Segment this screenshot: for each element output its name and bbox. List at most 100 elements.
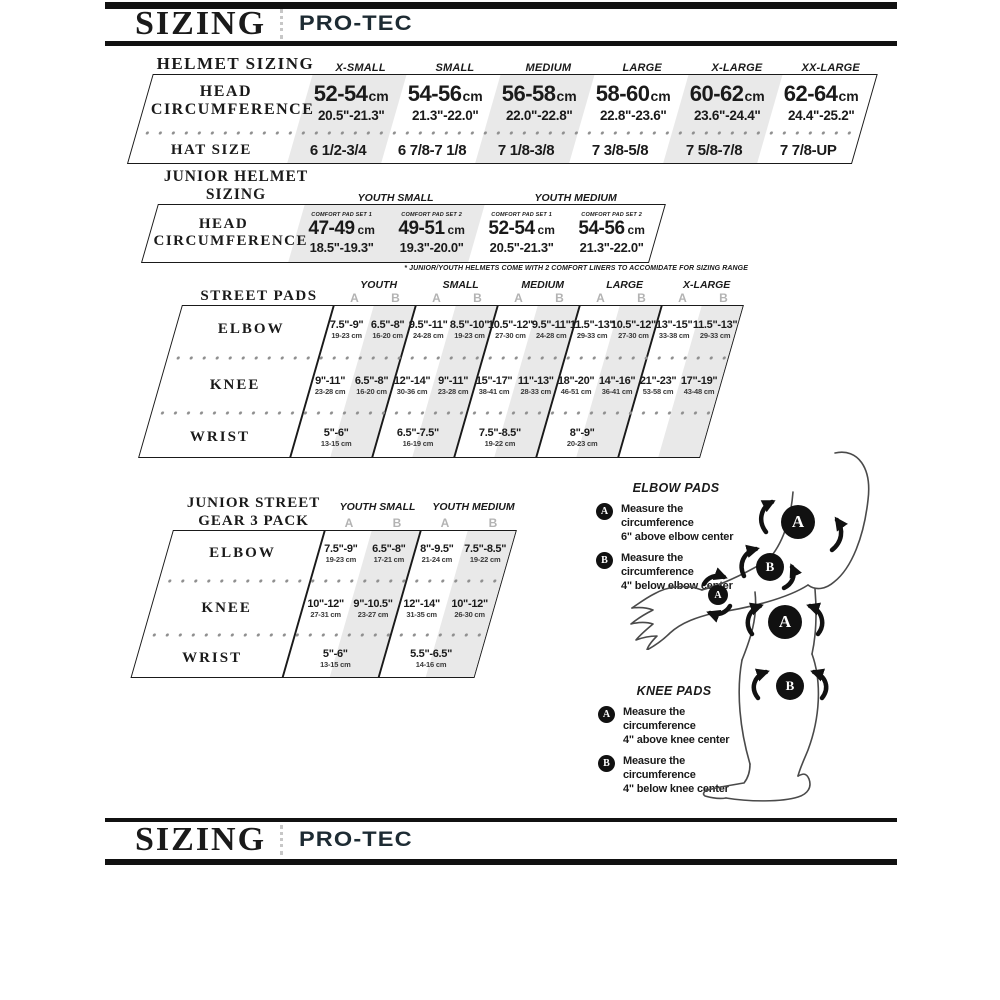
head-circumference-cell: 60-62cm 23.6"-24.4"	[690, 80, 766, 123]
column-a-label: A	[344, 516, 354, 530]
leg-illustration: A B	[690, 588, 890, 813]
hat-size-cell: 6 1/2-3/4	[309, 142, 367, 159]
head-circumference-cell: 54-56cm 21.3"-22.0"	[408, 80, 484, 123]
row-label-elbow: ELBOW	[208, 545, 276, 561]
junior-helmet-group-header: YOUTH SMALL	[357, 192, 434, 204]
knee-pads-guide-title: KNEE PADS	[636, 684, 712, 698]
helmet-size-column-header: MEDIUM	[525, 62, 572, 74]
row-label-head-circumference: HEAD CIRCUMFERENCE	[153, 216, 308, 250]
protec-logo: PRO-TEC	[299, 12, 413, 35]
row-label-elbow: ELBOW	[217, 321, 285, 337]
elbow-size-cell: 8.5"-10" 19-23 cm	[449, 319, 490, 340]
elbow-pads-guide-title: ELBOW PADS	[632, 481, 720, 495]
column-b-label: B	[488, 516, 498, 530]
wrist-size-cell: 5.5"-6.5" 14-16 cm	[410, 648, 453, 669]
knee-size-cell: 14"-16" 36-41 cm	[599, 375, 636, 396]
junior-helmet-title: JUNIOR HELMET SIZING	[163, 168, 309, 203]
elbow-size-cell: 6.5"-8" 17-21 cm	[372, 543, 406, 564]
junior-helmet-group-header: YOUTH MEDIUM	[534, 192, 617, 204]
helmet-size-column-header: X-SMALL	[335, 62, 386, 74]
column-a-label: A	[440, 516, 450, 530]
header-top-rule	[105, 2, 897, 9]
helmet-size-column-header: SMALL	[435, 62, 474, 74]
elbow-size-cell: 9.5"-11" 24-28 cm	[409, 319, 448, 340]
dotted-separator	[166, 353, 730, 363]
leg-marker-b: B	[776, 672, 804, 700]
wrist-size-cell: 5"-6" 13-15 cm	[319, 648, 351, 669]
junior-helmet-table: HEAD CIRCUMFERENCE COMFORT PAD SET 1 47-…	[140, 204, 666, 263]
marker-badge: B	[598, 755, 615, 773]
marker-badge: B	[596, 552, 613, 570]
knee-size-cell: 9"-10.5" 23-27 cm	[353, 597, 394, 619]
knee-size-cell: 15"-17" 38-41 cm	[476, 375, 513, 396]
header-bottom-rule	[105, 41, 897, 46]
column-a-label: A	[596, 291, 605, 305]
junior-helmet-section: JUNIOR HELMET SIZING YOUTH SMALL YOUTH ME…	[140, 168, 748, 272]
arm-illustration: A B A	[620, 450, 890, 651]
hat-size-row: HAT SIZE 6 1/2-3/4 6 7/8-7 1/8 7 1/8-3/8 7 …	[128, 138, 858, 163]
head-circumference-cell: 62-64cm 24.4"-25.2"	[784, 80, 860, 123]
knee-size-cell: 6.5"-8" 16-20 cm	[354, 375, 389, 396]
hat-size-cell: 7 7/8-UP	[779, 142, 837, 159]
wrist-size-cell: 7.5"-8.5" 19-22 cm	[478, 427, 521, 448]
column-a-label: A	[432, 291, 441, 305]
leg-marker-a: A	[768, 605, 802, 639]
footer-top-rule	[105, 818, 897, 822]
column-b-label: B	[637, 291, 646, 305]
measure-instruction: A Measure the circumference 4" above knee…	[598, 706, 750, 747]
head-circumference-cell: 58-60cm 22.8"-23.6"	[596, 80, 672, 123]
measure-instruction: B Measure the circumference 4" below elbo…	[596, 552, 756, 593]
marker-badge: A	[596, 503, 613, 520]
hat-size-cell: 7 3/8-5/8	[591, 142, 649, 159]
brand-header: SIZING PRO-TEC	[105, 5, 897, 42]
elbow-size-cell: 11.5"-13" 29-33 cm	[693, 319, 738, 340]
helmet-size-column-header: XX-LARGE	[801, 62, 860, 74]
dotted-separator	[135, 128, 862, 138]
elbow-size-cell: 7.5"-9" 19-23 cm	[329, 319, 364, 340]
junior-head-circumference-cell: COMFORT PAD SET 1 52-54 cm 20.5"-21.3"	[488, 212, 555, 255]
knee-size-cell: 18"-20" 46-51 cm	[558, 375, 595, 396]
arm-marker-b: B	[756, 553, 784, 581]
elbow-pads-guide: ELBOW PADS A Measure the circumference 6"…	[596, 481, 756, 594]
wrist-marker-a: A	[708, 585, 728, 605]
elbow-size-cell: 7.5"-9" 19-23 cm	[324, 543, 358, 564]
column-b-label: B	[391, 291, 400, 305]
measure-instruction: B Measure the circumference 4" below knee…	[598, 755, 750, 796]
footer-bottom-rule	[105, 859, 897, 865]
junior-head-circumference-cell: COMFORT PAD SET 2 54-56 cm 21.3"-22.0"	[578, 212, 645, 255]
helmet-size-column-header: LARGE	[622, 62, 663, 74]
knee-size-cell: 11"-13" 28-33 cm	[517, 375, 554, 396]
elbow-size-cell: 10.5"-12" 27-30 cm	[610, 319, 656, 340]
knee-pads-guide: KNEE PADS A Measure the circumference 4" …	[598, 684, 750, 797]
wrist-size-cell: 8"-9" 20-23 cm	[566, 427, 598, 448]
row-label-knee: KNEE	[201, 599, 252, 616]
junior-helmet-footnote: * JUNIOR/YOUTH HELMETS COME WITH 2 COMFO…	[404, 265, 748, 272]
elbow-row: ELBOW 7.5"-9" 19-23 cm 6.5"-8" 16-20 cm 9.5"…	[169, 306, 742, 353]
row-label-hat-size: HAT SIZE	[170, 142, 252, 158]
knee-size-cell: 21"-23" 53-58 cm	[640, 375, 677, 396]
helmet-sizing-section: HELMET SIZING X-SMALL SMALL MEDIUM LARGE X-L…	[126, 52, 878, 164]
helmet-sizing-table: HEAD CIRCUMFERENCE 52-54cm 20.5"-21.3" 5…	[126, 74, 878, 164]
head-circumference-row: HEAD CIRCUMFERENCE 52-54cm 20.5"-21.3" 5…	[138, 75, 876, 128]
sizing-wordmark: SIZING	[135, 821, 267, 858]
knee-size-cell: 9"-11" 23-28 cm	[438, 375, 469, 396]
street-pads-table: ELBOW 7.5"-9" 19-23 cm 6.5"-8" 16-20 cm 9.5"…	[138, 305, 744, 458]
sizing-wordmark: SIZING	[135, 5, 267, 42]
street-pads-title: STREET PADS	[200, 288, 318, 304]
junior-street-title: JUNIOR STREET GEAR 3 PACK	[186, 495, 320, 529]
elbow-size-cell: 13"-15" 33-38 cm	[656, 319, 693, 340]
row-label-wrist: WRIST	[189, 429, 250, 445]
row-label-knee: KNEE	[209, 377, 261, 393]
wrist-size-cell: 5"-6" 13-15 cm	[320, 427, 352, 448]
brand-divider	[280, 9, 284, 39]
column-b-label: B	[719, 291, 728, 305]
brand-divider	[280, 825, 284, 855]
knee-size-cell: 12"-14" 31-35 cm	[403, 597, 440, 619]
column-a-label: A	[350, 291, 359, 305]
